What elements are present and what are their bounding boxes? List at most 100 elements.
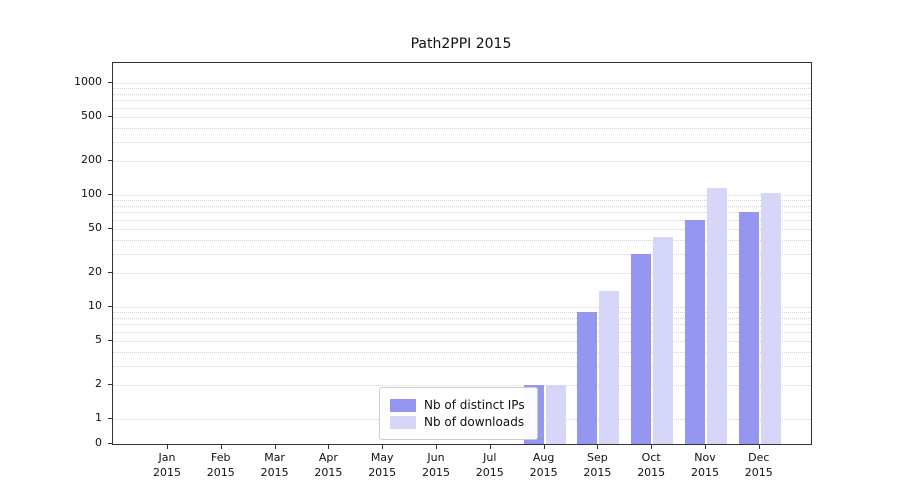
y-tick-mark	[108, 306, 112, 307]
x-tick-month: Mar	[264, 451, 285, 464]
x-tick-mark	[274, 445, 276, 449]
gridline	[113, 141, 811, 143]
x-tick-label: May 2015	[352, 451, 412, 481]
x-tick-mark	[705, 445, 706, 449]
x-tick-mark	[167, 445, 168, 449]
y-tick-label: 500	[81, 108, 102, 122]
bar-nb-of-downloads	[653, 237, 674, 444]
x-tick-label: Dec 2015	[729, 451, 789, 481]
y-tick-mark	[108, 384, 112, 386]
gridline	[113, 195, 811, 196]
gridline	[113, 324, 811, 326]
gridline	[113, 312, 811, 314]
x-tick-mark	[543, 445, 545, 449]
x-tick-mark	[489, 445, 491, 449]
x-tick-year: 2015	[368, 465, 397, 479]
x-tick-year: 2015	[314, 465, 343, 479]
x-tick-month: Oct	[641, 451, 661, 464]
x-tick-year: 2015	[206, 465, 235, 479]
y-tick-mark	[108, 82, 112, 83]
y-tick-mark	[108, 227, 112, 229]
x-tick-label: Jan 2015	[137, 451, 197, 481]
legend: Nb of distinct IPs Nb of downloads	[379, 387, 538, 440]
y-tick-label: 200	[81, 153, 102, 167]
y-tick-label: 20	[88, 265, 102, 279]
x-tick-label: Nov 2015	[675, 451, 735, 481]
x-tick-year: 2015	[260, 465, 289, 479]
x-tick-month: Nov	[694, 451, 716, 464]
x-tick-month: May	[370, 451, 394, 464]
x-tick-month: Sep	[587, 451, 608, 464]
bar-nb-of-distinct-ips	[685, 219, 705, 444]
gridline	[113, 317, 811, 319]
gridline	[113, 239, 811, 241]
gridline	[113, 93, 811, 95]
gridline	[113, 100, 811, 102]
bar-nb-of-downloads	[545, 385, 566, 444]
gridline	[113, 253, 811, 255]
x-tick-year: 2015	[691, 465, 719, 479]
x-tick-month: Aug	[532, 451, 555, 464]
gridline	[113, 212, 811, 214]
y-tick-label: 50	[88, 220, 102, 234]
x-tick-month: Jun	[427, 451, 445, 464]
gridline	[113, 83, 811, 84]
x-tick-label: Sep 2015	[567, 451, 627, 481]
gridline	[113, 351, 811, 353]
x-tick-year: 2015	[529, 465, 558, 479]
y-tick-mark	[108, 115, 112, 117]
x-tick-year: 2015	[637, 465, 666, 479]
gridline	[113, 127, 811, 129]
y-tick-mark	[108, 194, 112, 195]
gridline	[113, 88, 811, 90]
gridline	[113, 107, 811, 109]
gridline	[113, 200, 811, 202]
x-tick-month: Feb	[211, 451, 231, 464]
x-tick-label: Aug 2015	[514, 451, 574, 481]
y-tick-label: 0	[95, 436, 102, 449]
x-tick-mark	[220, 445, 222, 449]
y-tick-label: 100	[81, 187, 102, 200]
x-tick-label: Apr 2015	[298, 451, 358, 481]
x-tick-label: Jun 2015	[406, 451, 466, 481]
legend-swatch-downloads	[390, 415, 416, 429]
x-tick-mark	[436, 445, 437, 449]
x-tick-mark	[382, 445, 384, 449]
chart-title: Path2PPI 2015	[410, 36, 512, 52]
x-tick-year: 2015	[153, 465, 181, 479]
gridline	[113, 161, 811, 163]
y-tick-mark	[108, 160, 112, 162]
bar-nb-of-distinct-ips	[577, 312, 598, 444]
bar-nb-of-downloads	[760, 192, 781, 444]
y-tick-label: 1	[95, 411, 102, 424]
bar-nb-of-distinct-ips	[738, 212, 759, 444]
legend-label-distinct-ips: Nb of distinct IPs	[424, 398, 525, 412]
y-tick-mark	[108, 339, 112, 341]
gridline	[113, 340, 811, 342]
x-tick-mark	[328, 445, 330, 449]
gridline	[113, 331, 811, 333]
y-tick-mark	[108, 272, 112, 274]
y-tick-label: 2	[95, 377, 102, 391]
x-tick-month: Jan	[158, 451, 176, 464]
x-tick-mark	[651, 445, 653, 449]
bar-nb-of-downloads	[707, 188, 727, 444]
x-tick-label: Oct 2015	[621, 451, 681, 481]
bar-nb-of-downloads	[599, 290, 620, 444]
y-tick-mark	[108, 418, 112, 419]
bar-nb-of-distinct-ips	[631, 253, 652, 444]
y-tick-mark	[108, 443, 112, 444]
x-tick-mark	[758, 445, 760, 449]
x-tick-label: Mar 2015	[245, 451, 305, 481]
x-tick-year: 2015	[583, 465, 612, 479]
x-tick-month: Jul	[483, 451, 497, 464]
legend-swatch-distinct-ips	[390, 398, 416, 412]
x-tick-month: Dec	[748, 451, 770, 464]
legend-label-downloads: Nb of downloads	[424, 415, 525, 429]
x-tick-year: 2015	[422, 465, 450, 479]
gridline	[113, 365, 811, 367]
y-tick-label: 10	[88, 299, 102, 312]
gridline	[113, 385, 811, 387]
gridline	[113, 228, 811, 230]
